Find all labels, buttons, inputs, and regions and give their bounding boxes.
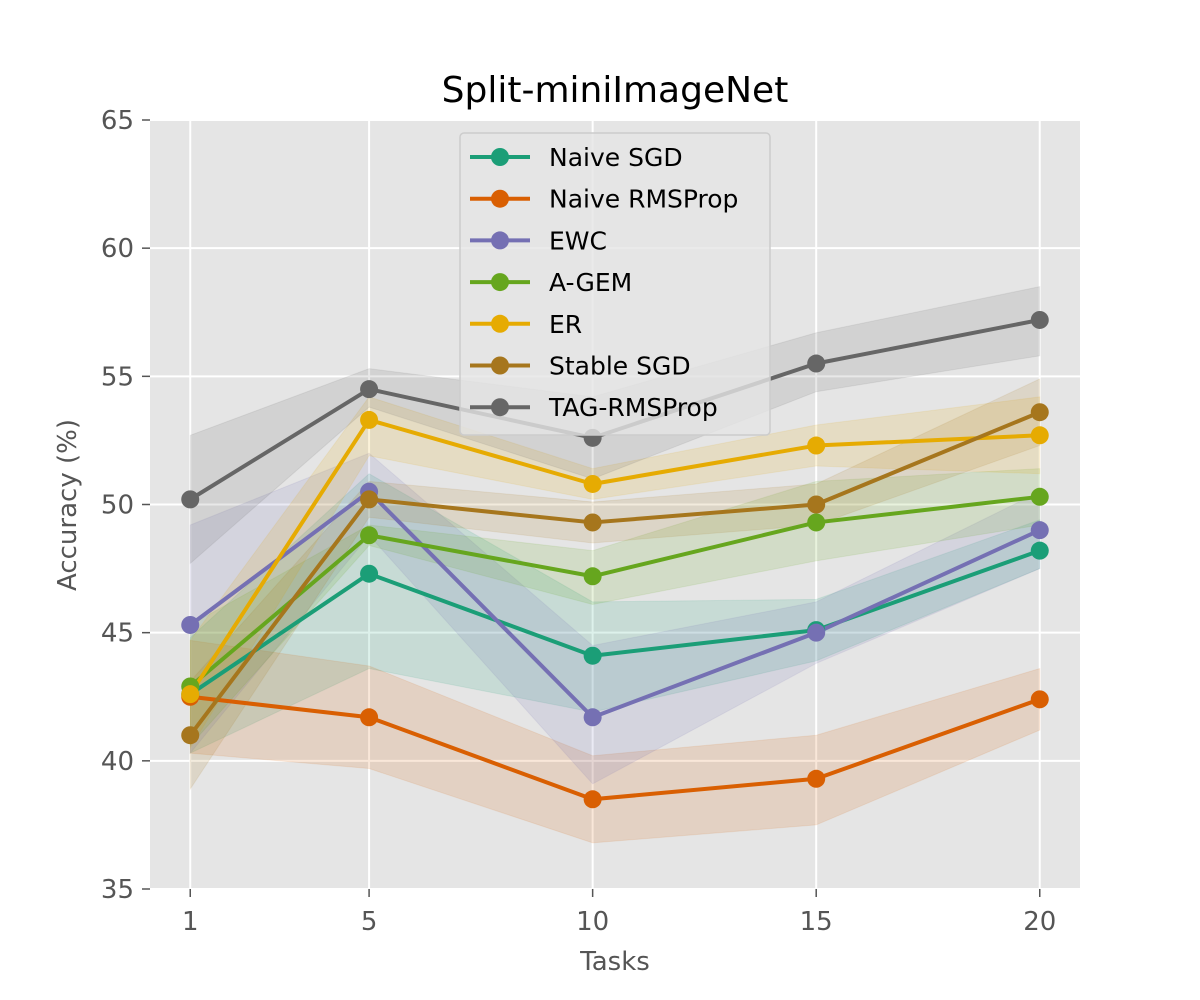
- legend-label: Naive SGD: [549, 143, 683, 172]
- naive-rmsprop-point: [807, 769, 826, 788]
- ewc-point: [181, 615, 200, 634]
- legend-item-a-gem: A-GEM: [470, 268, 632, 297]
- ewc-point: [807, 623, 826, 642]
- legend: Naive SGD Naive RMSProp EWC A-GEM ER Stable S…: [459, 132, 771, 436]
- x-tick-label: 20: [1023, 907, 1056, 937]
- x-tick-label: 5: [361, 907, 378, 937]
- x-tick-label: 10: [576, 907, 609, 937]
- y-axis-ticks: 35 40 45 50 55 60 65: [101, 106, 150, 905]
- x-tick-label: 1: [182, 907, 199, 937]
- legend-label: Naive RMSProp: [549, 185, 738, 214]
- stable-sgd-point: [807, 495, 826, 514]
- er-point: [583, 474, 602, 493]
- y-tick-label: 60: [101, 234, 134, 264]
- legend-item-tag-rmsprop: TAG-RMSProp: [470, 393, 718, 422]
- naive-sgd-point: [1030, 541, 1049, 560]
- stable-sgd-point: [1030, 403, 1049, 422]
- stable-sgd-point: [360, 490, 379, 509]
- legend-label: Stable SGD: [549, 352, 691, 381]
- legend-swatch-marker: [491, 356, 509, 375]
- legend-swatch-marker: [491, 189, 509, 208]
- series-markers: [181, 310, 1049, 809]
- naive-rmsprop-point: [1030, 690, 1049, 709]
- y-tick-label: 55: [101, 362, 134, 392]
- er-point: [1030, 426, 1049, 445]
- legend-swatch-marker: [491, 231, 509, 250]
- legend-label: A-GEM: [549, 268, 632, 297]
- legend-label: EWC: [549, 226, 607, 255]
- a-gem-point: [583, 567, 602, 586]
- naive-sgd-band: [189, 473, 1041, 754]
- a-gem-point: [1030, 487, 1049, 506]
- ewc-point: [583, 708, 602, 727]
- y-tick-label: 45: [101, 619, 134, 649]
- naive-sgd-point: [583, 646, 602, 665]
- legend-swatch-marker: [491, 273, 509, 292]
- er-band: [189, 396, 1041, 750]
- naive-rmsprop-point: [583, 790, 602, 809]
- ewc-point: [1030, 521, 1049, 540]
- legend-item-naive-sgd: Naive SGD: [470, 143, 683, 172]
- legend-item-stable-sgd: Stable SGD: [470, 352, 691, 381]
- legend-label: ER: [549, 310, 582, 339]
- x-axis-label: Tasks: [579, 947, 650, 977]
- naive-rmsprop-point: [360, 708, 379, 727]
- legend-item-ewc: EWC: [470, 226, 607, 255]
- stable-sgd-point: [583, 513, 602, 532]
- legend-swatch-marker: [491, 398, 509, 417]
- ewc-band: [189, 452, 1041, 785]
- x-tick-label: 15: [800, 907, 833, 937]
- naive-rmsprop-band: [189, 639, 1041, 844]
- tag-rmsprop-point: [1030, 310, 1049, 329]
- a-gem-point: [360, 526, 379, 545]
- stable-sgd-point: [181, 726, 200, 745]
- y-tick-label: 35: [101, 875, 134, 905]
- legend-label: TAG-RMSProp: [548, 393, 718, 422]
- chart-title: Split-miniImageNet: [442, 70, 789, 111]
- y-tick-label: 65: [101, 106, 134, 136]
- tag-rmsprop-point: [807, 354, 826, 373]
- naive-sgd-point: [360, 564, 379, 583]
- legend-box: [459, 132, 771, 436]
- y-axis-label: Accuracy (%): [53, 419, 83, 591]
- er-point: [360, 410, 379, 429]
- a-gem-point: [807, 513, 826, 532]
- legend-swatch-marker: [491, 314, 509, 333]
- er-point: [181, 685, 200, 704]
- y-tick-label: 40: [101, 747, 134, 777]
- legend-item-naive-rmsprop: Naive RMSProp: [470, 185, 738, 214]
- legend-swatch-marker: [491, 148, 509, 166]
- x-axis-ticks: 1 5 10 15 20: [182, 889, 1056, 937]
- y-tick-label: 50: [101, 491, 134, 521]
- stable-sgd-band: [189, 378, 1041, 791]
- tag-rmsprop-point: [360, 380, 379, 399]
- er-point: [807, 436, 826, 455]
- tag-rmsprop-point: [181, 490, 200, 509]
- legend-item-er: ER: [470, 310, 582, 339]
